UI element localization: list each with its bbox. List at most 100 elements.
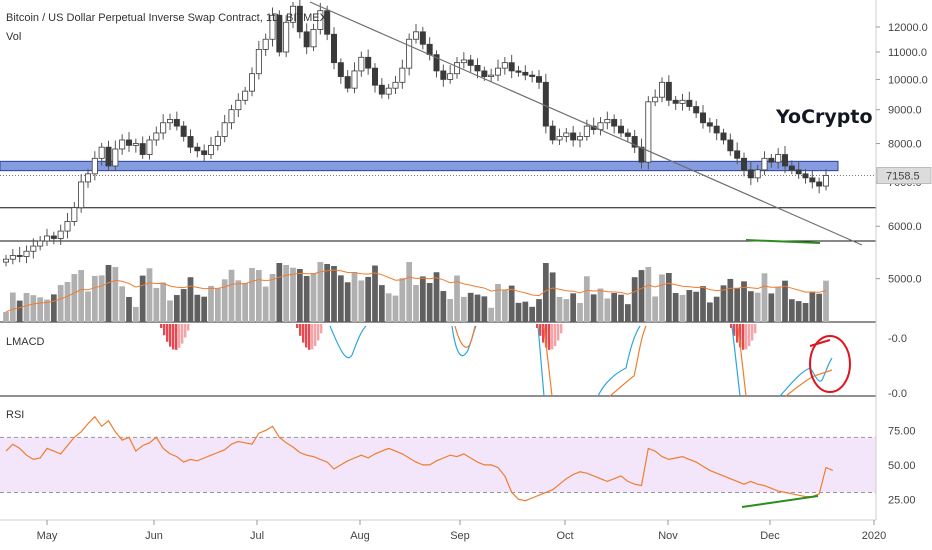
candle-body-down bbox=[139, 143, 146, 155]
volume-bar bbox=[324, 264, 331, 322]
lmacd-histogram bbox=[160, 324, 757, 350]
candle bbox=[433, 50, 440, 78]
volume-bar bbox=[583, 276, 590, 322]
price-axis[interactable]: 12000.011000.010000.09000.08000.07000.06… bbox=[876, 22, 928, 286]
volume-bar bbox=[44, 299, 50, 322]
candle bbox=[126, 132, 132, 152]
volume-bar bbox=[255, 270, 262, 322]
candle-body-up bbox=[228, 109, 235, 124]
candle bbox=[638, 138, 645, 169]
candle-body-down bbox=[727, 139, 734, 152]
price-axis-tick: 6000.0 bbox=[888, 221, 922, 233]
volume-bar bbox=[85, 291, 91, 322]
volume-bar bbox=[754, 292, 761, 322]
rsi-line bbox=[5, 415, 834, 502]
time-axis-tick: Jul bbox=[250, 530, 264, 542]
volume-bar bbox=[235, 280, 242, 322]
rsi-band bbox=[0, 437, 876, 493]
candle bbox=[419, 26, 426, 50]
lmacd-annotation-arrow[interactable] bbox=[809, 339, 831, 347]
volume-bar bbox=[816, 293, 823, 322]
candle bbox=[153, 126, 160, 146]
volume-bar bbox=[706, 302, 713, 322]
lmacd-slow-line bbox=[543, 325, 647, 397]
candle-body-up bbox=[556, 136, 563, 141]
candle bbox=[71, 201, 78, 226]
lmacd-label: LMACD bbox=[6, 336, 45, 348]
candle-body-down bbox=[481, 70, 488, 77]
candle-body-up bbox=[235, 99, 242, 111]
candle bbox=[700, 105, 706, 129]
candle bbox=[105, 140, 112, 171]
candle-body-up bbox=[208, 144, 214, 155]
volume-bar bbox=[536, 299, 542, 322]
time-axis-tick: Dec bbox=[760, 530, 780, 542]
candle-body-up bbox=[583, 125, 590, 137]
candle-body-down bbox=[296, 5, 303, 33]
candle-body-up bbox=[85, 173, 91, 183]
candle-body-up bbox=[290, 5, 296, 23]
candle bbox=[693, 100, 700, 118]
candle-body-down bbox=[324, 10, 331, 35]
candle-body-up bbox=[501, 62, 508, 69]
volume-bar bbox=[624, 304, 631, 322]
candle bbox=[720, 128, 727, 145]
candle bbox=[529, 70, 536, 83]
candle bbox=[570, 125, 577, 147]
candle bbox=[652, 89, 659, 107]
lmacd-histogram-bar bbox=[545, 324, 548, 348]
volume-bar bbox=[160, 282, 167, 322]
candle bbox=[624, 128, 631, 142]
candle bbox=[563, 127, 570, 143]
volume-bar bbox=[344, 282, 351, 322]
volume-bar bbox=[194, 294, 201, 322]
candle bbox=[659, 77, 665, 103]
candle-body-up bbox=[392, 81, 399, 89]
volume-bar bbox=[481, 296, 488, 322]
volume-bar bbox=[679, 294, 686, 322]
support-band[interactable] bbox=[0, 160, 839, 172]
volume-bar bbox=[3, 312, 9, 322]
chart-title: Bitcoin / US Dollar Perpetual Inverse Sw… bbox=[6, 12, 328, 24]
price-axis-tick: 5000.0 bbox=[888, 274, 922, 286]
candle-body-up bbox=[283, 21, 290, 53]
candle-body-up bbox=[98, 146, 105, 159]
candle bbox=[283, 15, 290, 58]
lmacd-histogram-bar bbox=[311, 324, 314, 350]
candle-body-down bbox=[201, 150, 208, 155]
candle bbox=[160, 114, 167, 140]
descending-trendline[interactable] bbox=[309, 1, 863, 246]
price-divergence-line[interactable] bbox=[745, 239, 821, 244]
volume-bar bbox=[440, 291, 447, 322]
candle bbox=[372, 63, 378, 93]
candle-body-up bbox=[563, 132, 570, 137]
time-axis[interactable]: May Jun Jul Aug Sep Oct Nov Dec 2020 bbox=[37, 520, 887, 542]
candle-body-down bbox=[638, 146, 645, 163]
volume-bar bbox=[782, 280, 788, 322]
volume-bar bbox=[741, 281, 747, 322]
candle-body-up bbox=[153, 132, 160, 141]
time-axis-tick: Nov bbox=[658, 530, 678, 542]
lmacd-lines bbox=[329, 325, 833, 397]
rsi-label: RSI bbox=[6, 409, 24, 421]
time-axis-tick: May bbox=[37, 530, 58, 542]
candle-body-down bbox=[611, 119, 618, 127]
volume-bar bbox=[604, 298, 611, 322]
candle bbox=[119, 134, 126, 155]
lmacd-annotation-circle[interactable] bbox=[809, 335, 851, 393]
volume-bar bbox=[631, 277, 638, 322]
volume-bar bbox=[153, 287, 160, 322]
candle-body-up bbox=[221, 122, 228, 137]
candle bbox=[235, 93, 242, 117]
price-badge-box bbox=[876, 166, 932, 184]
candle bbox=[50, 231, 57, 245]
candle bbox=[228, 104, 235, 130]
candle-body-down bbox=[173, 119, 180, 127]
key-levels[interactable] bbox=[0, 207, 876, 242]
rsi-divergence-line[interactable] bbox=[741, 495, 819, 508]
lmacd-histogram-bar bbox=[736, 324, 739, 343]
candle-body-down bbox=[16, 255, 23, 257]
volume-bar bbox=[406, 262, 413, 322]
